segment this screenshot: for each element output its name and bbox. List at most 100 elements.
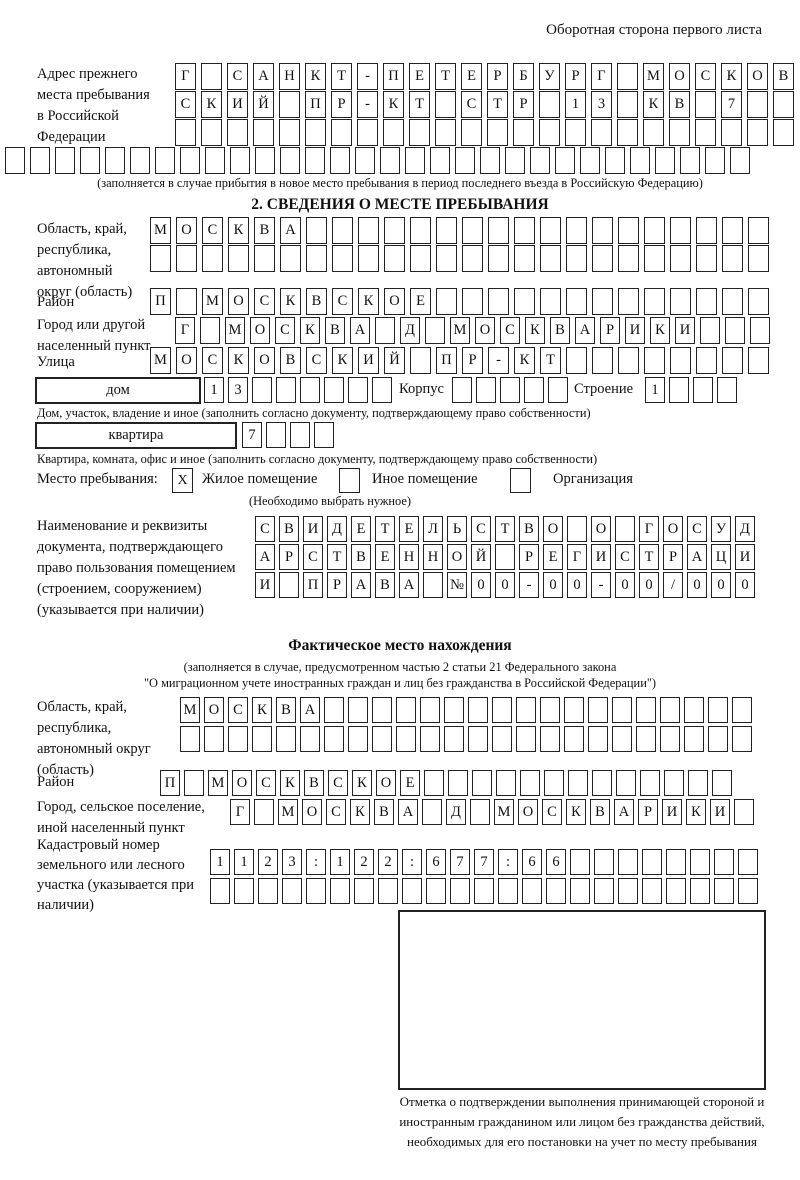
char-cell: 0 <box>735 572 755 598</box>
char-cell: И <box>710 799 730 825</box>
char-cell <box>618 878 638 904</box>
char-cell <box>474 878 494 904</box>
char-cell <box>402 878 422 904</box>
char-cell <box>230 147 250 174</box>
char-cell <box>405 147 425 174</box>
char-cell <box>748 245 769 272</box>
char-cell: К <box>383 91 404 118</box>
char-cell: О <box>518 799 538 825</box>
char-cell <box>228 245 249 272</box>
char-cell: О <box>475 317 495 344</box>
char-cell <box>636 697 656 723</box>
char-cell <box>355 147 375 174</box>
char-cell: О <box>176 217 197 244</box>
char-cell: М <box>208 770 228 796</box>
char-cell <box>472 770 492 796</box>
char-cell: С <box>303 544 323 570</box>
char-cell: Г <box>175 317 195 344</box>
char-cell <box>254 245 275 272</box>
char-cell: А <box>351 572 371 598</box>
char-cell <box>721 119 742 146</box>
char-cell: С <box>254 288 275 315</box>
char-cell: К <box>566 799 586 825</box>
char-cell <box>642 878 662 904</box>
char-cell <box>696 217 717 244</box>
char-cell <box>372 377 392 403</box>
char-cell <box>722 245 743 272</box>
char-cell: 1 <box>330 849 350 875</box>
dom-note: Дом, участок, владение и иное (заполнить… <box>37 406 591 420</box>
char-cell: А <box>614 799 634 825</box>
char-cell <box>644 288 665 315</box>
char-cell <box>644 245 665 272</box>
char-cell <box>666 878 686 904</box>
char-cell: Г <box>639 516 659 542</box>
char-cell <box>496 770 516 796</box>
char-cell: - <box>357 91 378 118</box>
char-cell <box>640 770 660 796</box>
char-cell: 2 <box>258 849 278 875</box>
char-cell: О <box>204 697 224 723</box>
char-cell: О <box>663 516 683 542</box>
char-cell <box>254 799 274 825</box>
char-cell <box>618 245 639 272</box>
char-cell: : <box>402 849 422 875</box>
char-cell: А <box>575 317 595 344</box>
kvartira-cells: 7 <box>242 422 334 448</box>
char-cell <box>616 770 636 796</box>
char-cell <box>612 726 632 752</box>
char-cell: О <box>250 317 270 344</box>
option-inoe-label: Иное помещение <box>372 471 478 487</box>
char-cell: В <box>669 91 690 118</box>
char-cell: М <box>278 799 298 825</box>
char-cell: С <box>687 516 707 542</box>
char-cell: В <box>304 770 324 796</box>
char-cell <box>279 119 300 146</box>
char-cell <box>696 245 717 272</box>
stamp-box <box>398 910 766 1090</box>
char-cell: К <box>228 347 249 374</box>
char-cell <box>618 217 639 244</box>
char-cell <box>279 572 299 598</box>
checkbox-zhiloe: X <box>172 468 193 493</box>
char-cell <box>747 119 768 146</box>
char-cell <box>670 288 691 315</box>
char-cell <box>505 147 525 174</box>
char-cell <box>425 317 445 344</box>
char-cell <box>435 91 456 118</box>
char-cell <box>384 217 405 244</box>
char-cell <box>666 849 686 875</box>
char-cell: 7 <box>721 91 742 118</box>
char-cell <box>452 377 472 403</box>
char-cell <box>372 726 392 752</box>
char-cell <box>500 377 520 403</box>
char-cell: С <box>471 516 491 542</box>
char-cell <box>714 878 734 904</box>
char-cell <box>660 697 680 723</box>
char-cell <box>306 245 327 272</box>
option-organizatsiya-label: Организация <box>553 471 633 487</box>
option-zhiloe-label: Жилое помещение <box>202 471 318 487</box>
char-cell: Т <box>639 544 659 570</box>
char-cell <box>566 288 587 315</box>
char-cell <box>488 245 509 272</box>
char-cell: П <box>150 288 171 315</box>
stroenie-label: Строение <box>574 381 634 397</box>
char-cell: Д <box>735 516 755 542</box>
char-cell <box>592 288 613 315</box>
char-cell <box>540 726 560 752</box>
document-label: Наименование и реквизиты документа, подт… <box>37 518 236 618</box>
char-cell: В <box>374 799 394 825</box>
char-cell: Е <box>399 516 419 542</box>
char-cell <box>594 878 614 904</box>
fact-title: Фактическое место нахождения <box>288 637 512 654</box>
char-cell <box>348 377 368 403</box>
char-cell: К <box>643 91 664 118</box>
char-cell <box>330 878 350 904</box>
char-cell: А <box>350 317 370 344</box>
char-cell <box>644 217 665 244</box>
